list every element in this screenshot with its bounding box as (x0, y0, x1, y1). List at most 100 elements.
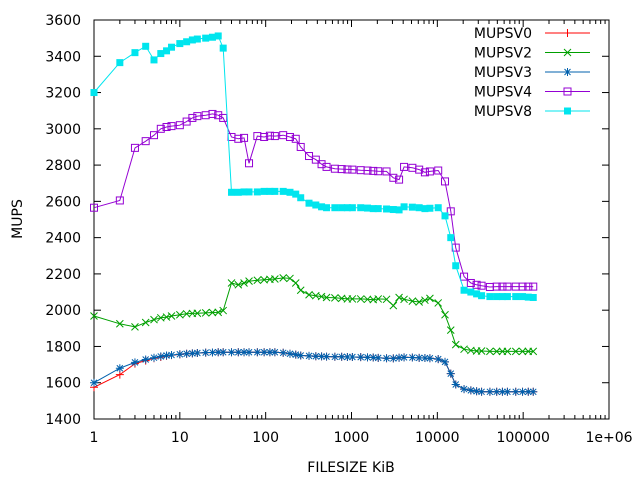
data-point (253, 348, 262, 357)
data-point (167, 350, 176, 359)
data-point (420, 168, 429, 177)
data-point (369, 166, 378, 175)
data-point (503, 282, 512, 291)
data-point (208, 348, 217, 357)
y-axis-label: MUPS (10, 199, 26, 239)
data-point (131, 49, 139, 57)
data-point (348, 204, 356, 212)
data-point (296, 351, 305, 360)
data-point (227, 348, 236, 357)
data-point (563, 68, 572, 76)
data-point (503, 347, 512, 356)
data-point (564, 107, 571, 115)
x-axis-ticks: 1 10 100 1000 10000 100000 1e+06 (90, 20, 633, 446)
data-point (524, 293, 532, 301)
x-axis-label: FILESIZE KiB (307, 460, 394, 476)
data-point (279, 348, 288, 357)
data-point (90, 203, 98, 212)
data-point (270, 132, 279, 141)
data-point (374, 167, 383, 176)
data-point (188, 36, 196, 44)
data-point (425, 354, 434, 363)
x-tick-label: 10 (171, 430, 189, 446)
y-tick-label: 2800 (45, 158, 81, 174)
data-point (317, 352, 326, 361)
data-point (291, 134, 300, 143)
legend-label: MUPSV2 (474, 46, 532, 62)
data-point (563, 48, 572, 57)
data-point (234, 188, 242, 196)
data-point (202, 34, 210, 42)
data-point (466, 386, 475, 395)
data-point (400, 353, 409, 362)
data-point (193, 112, 202, 121)
series-line (93, 35, 534, 298)
data-point (305, 290, 313, 299)
data-point (363, 295, 372, 304)
data-point (473, 290, 481, 298)
x-tick-label: 100000 (496, 430, 549, 446)
data-point (214, 348, 223, 357)
data-point (512, 293, 520, 301)
data-point (131, 323, 139, 331)
data-point (183, 38, 191, 46)
data-point (415, 298, 424, 306)
data-point (286, 188, 294, 196)
data-point (492, 347, 501, 356)
data-point (291, 279, 300, 287)
legend-label: MUPSV3 (474, 65, 532, 81)
data-point (245, 348, 254, 357)
data-point (219, 113, 228, 122)
y-tick-label: 2600 (45, 194, 81, 210)
data-point (369, 353, 378, 362)
series-line (93, 277, 534, 352)
data-point (219, 44, 227, 52)
data-point (395, 353, 404, 362)
data-point (234, 280, 243, 289)
data-point (90, 378, 98, 387)
data-point (162, 313, 171, 321)
data-point (563, 87, 572, 96)
data-point (142, 42, 150, 50)
data-point (477, 281, 486, 290)
data-point (228, 188, 236, 196)
data-point (322, 352, 331, 361)
data-point (511, 347, 520, 356)
data-point (348, 295, 357, 303)
y-tick-label: 2400 (45, 231, 81, 247)
y-tick-label: 1400 (45, 412, 81, 428)
data-point (193, 309, 202, 318)
data-point (182, 309, 191, 318)
data-point (466, 278, 475, 287)
data-point (451, 340, 460, 349)
data-point (498, 282, 507, 291)
legend-label: MUPSV0 (474, 26, 532, 42)
data-point (291, 350, 300, 359)
data-point (460, 286, 468, 294)
data-point (214, 32, 222, 40)
data-point (285, 349, 294, 358)
data-point (312, 201, 320, 209)
data-point (446, 207, 455, 216)
data-point (162, 123, 171, 132)
x-tick-label: 10000 (415, 430, 460, 446)
data-point (389, 354, 398, 363)
data-point (529, 347, 538, 356)
data-point (400, 295, 408, 304)
data-point (446, 326, 455, 334)
data-point (253, 276, 262, 285)
data-point (485, 387, 494, 396)
data-point (425, 167, 434, 176)
data-point (374, 205, 382, 213)
data-point (157, 50, 165, 58)
data-point (208, 308, 217, 317)
data-point (149, 131, 158, 140)
data-point (337, 165, 346, 174)
y-tick-label: 3400 (45, 49, 81, 65)
data-point (460, 272, 469, 281)
data-point (343, 352, 352, 361)
legend-label: MUPSV4 (474, 85, 532, 101)
data-point (188, 349, 197, 358)
data-point (130, 358, 139, 367)
data-point (421, 296, 429, 305)
